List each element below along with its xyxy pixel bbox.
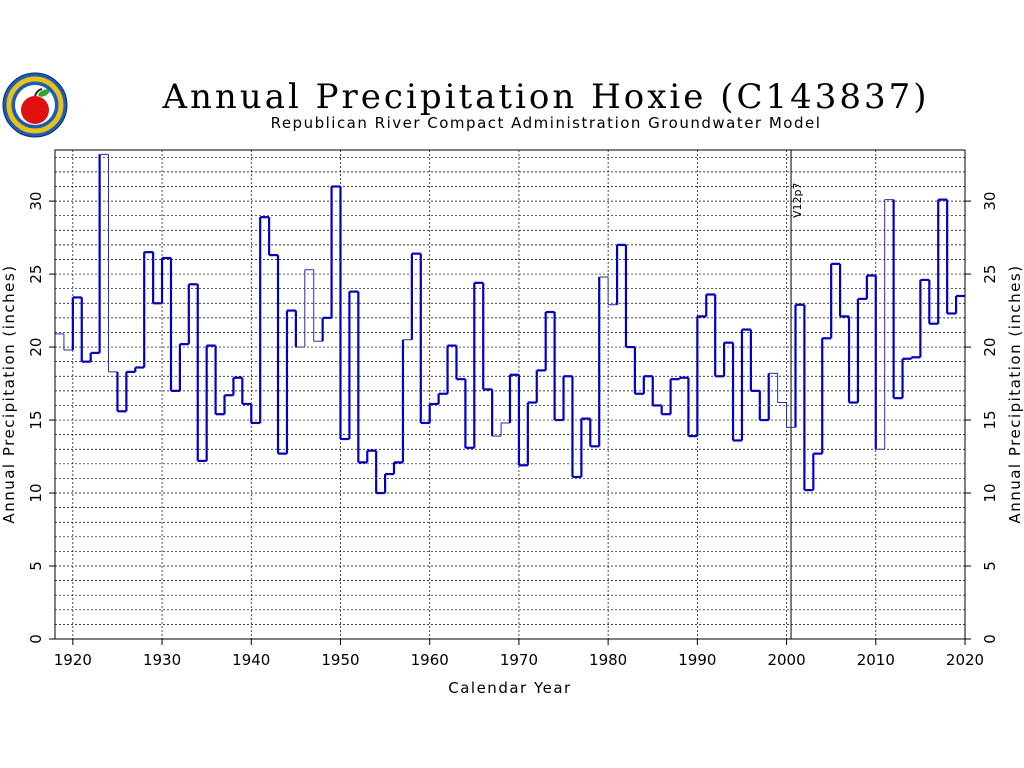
marker-label: V12p7: [791, 182, 804, 218]
x-tick-label: 2020: [946, 651, 984, 669]
plot-frame: [54, 149, 966, 640]
y-tick-label-left: 30: [27, 192, 45, 211]
y-tick-label-right: 20: [981, 338, 999, 357]
y-tick-label-right: 30: [981, 192, 999, 211]
y-axis-label-right: Annual Precipitation (inches): [1006, 264, 1024, 523]
y-tick-label-left: 10: [27, 483, 45, 502]
rrca-logo: [2, 72, 68, 138]
x-tick-label: 1970: [500, 651, 538, 669]
x-axis-label: Calendar Year: [448, 679, 571, 697]
y-tick-label-left: 20: [27, 338, 45, 357]
y-tick-label-left: 0: [27, 634, 45, 644]
y-tick-label-right: 0: [981, 634, 999, 644]
x-tick-label: 1950: [321, 651, 359, 669]
model-version-marker: V12p7: [790, 150, 804, 639]
x-tick-label: 1930: [143, 651, 181, 669]
y-tick-label-left: 15: [27, 410, 45, 429]
y-tick-label-right: 10: [981, 483, 999, 502]
x-tick-label: 1980: [589, 651, 627, 669]
x-tick-label: 1990: [678, 651, 716, 669]
chart-subtitle: Republican River Compact Administration …: [271, 114, 822, 132]
y-tick-label-right: 15: [981, 410, 999, 429]
x-tick-label: 2000: [767, 651, 805, 669]
y-tick-label-left: 25: [27, 265, 45, 284]
y-axis-left: 0 5 10 15 20 25 30: [27, 192, 55, 644]
x-tick-label: 1960: [411, 651, 449, 669]
x-tick-label: 1920: [54, 651, 92, 669]
y-tick-label-left: 5: [27, 561, 45, 571]
y-axis-right: 0 5 10 15 20 25 30: [965, 192, 999, 644]
precipitation-series: [55, 153, 965, 495]
x-tick-label: 2010: [857, 651, 895, 669]
y-axis-label-left: Annual Precipitation (inches): [0, 264, 18, 523]
y-tick-label-right: 5: [981, 561, 999, 571]
x-tick-label: 1940: [232, 651, 270, 669]
chart-title: Annual Precipitation Hoxie (C143837): [161, 77, 929, 117]
x-axis: 1920 1930 1940 1950 1960 1970 1980 1990 2000 2010…: [54, 639, 984, 669]
y-tick-label-right: 25: [981, 265, 999, 284]
